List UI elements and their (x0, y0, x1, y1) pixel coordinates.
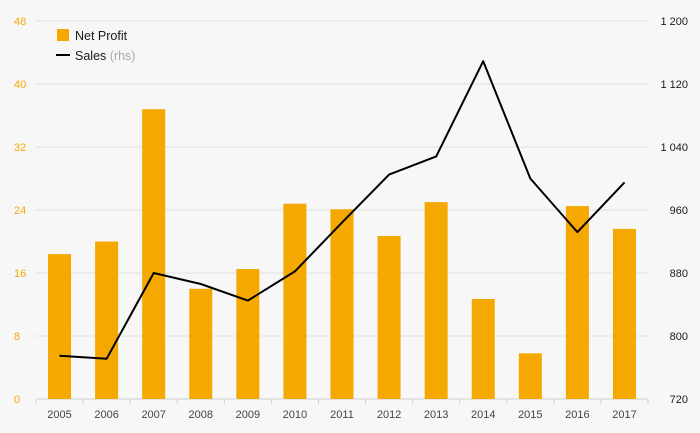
right-axis: 720 800 880 960 1 040 1 120 1 200 (660, 16, 688, 406)
x-tick-2012: 2012 (377, 409, 401, 421)
right-tick-1040: 1 040 (660, 142, 688, 154)
x-tick-2008: 2008 (189, 409, 213, 421)
bar-net-profit-2008 (189, 288, 213, 399)
left-tick-8: 8 (14, 331, 20, 343)
bar-net-profit-2014 (471, 298, 495, 399)
legend-sales-note: (rhs) (110, 49, 136, 63)
bar-net-profit-2016 (565, 206, 589, 399)
bar-net-profit-2006 (95, 241, 119, 399)
line-layer (59, 60, 626, 360)
legend-sales-label: Sales (rhs) (75, 49, 135, 63)
bar-net-profit-2013 (424, 202, 448, 399)
x-tick-2011: 2011 (330, 409, 354, 421)
bar-net-profit-2015 (518, 353, 542, 399)
x-tick-2010: 2010 (283, 409, 307, 421)
x-tick-2017: 2017 (612, 409, 636, 421)
x-tick-2007: 2007 (141, 409, 165, 421)
x-tick-2009: 2009 (236, 409, 260, 421)
x-tick-2005: 2005 (47, 409, 71, 421)
left-tick-16: 16 (14, 268, 26, 280)
right-tick-720: 720 (670, 394, 688, 406)
x-tick-2016: 2016 (565, 409, 589, 421)
x-tick-2015: 2015 (518, 409, 542, 421)
x-tick-2014: 2014 (471, 409, 495, 421)
left-tick-32: 32 (14, 142, 26, 154)
bar-net-profit-2011 (330, 209, 354, 399)
legend-sales-name: Sales (75, 49, 106, 63)
left-tick-40: 40 (14, 79, 26, 91)
legend-net-profit-swatch (57, 29, 69, 41)
left-tick-24: 24 (14, 205, 26, 217)
left-tick-0: 0 (14, 394, 20, 406)
left-axis: 0 8 16 24 32 40 48 (14, 16, 26, 406)
bar-net-profit-2012 (377, 235, 401, 399)
bar-net-profit-2007 (142, 109, 166, 399)
bar-net-profit-2005 (48, 254, 72, 399)
right-tick-1200: 1 200 (660, 16, 688, 28)
x-axis: 2005 2006 2007 2008 2009 2010 2011 2012 2013 2014… (35, 399, 649, 421)
bars-layer (48, 109, 636, 399)
right-tick-880: 880 (670, 268, 688, 280)
right-tick-1120: 1 120 (660, 79, 688, 91)
left-tick-48: 48 (14, 16, 26, 28)
bar-net-profit-2017 (612, 228, 636, 399)
x-tick-2006: 2006 (94, 409, 118, 421)
legend: Net Profit Sales (rhs) (56, 29, 135, 63)
right-tick-960: 960 (670, 205, 688, 217)
right-tick-800: 800 (670, 331, 688, 343)
bar-net-profit-2010 (283, 203, 307, 399)
legend-net-profit-label: Net Profit (75, 29, 128, 43)
bar-net-profit-2009 (236, 269, 260, 399)
x-tick-2013: 2013 (424, 409, 448, 421)
